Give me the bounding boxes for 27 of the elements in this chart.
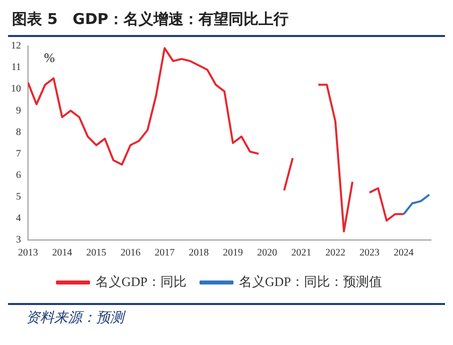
x-tick-label: 2022 <box>325 248 346 259</box>
x-tick-label: 2014 <box>52 248 72 259</box>
legend-label: 名义GDP：同比：预测值 <box>239 274 382 289</box>
y-tick-label: 10 <box>11 84 21 95</box>
y-tick-label: 11 <box>11 62 21 74</box>
y-tick-label: 7 <box>16 148 21 160</box>
x-tick-label: 2017 <box>154 248 175 259</box>
x-tick-label: 2016 <box>120 248 140 259</box>
y-tick-label: 6 <box>16 170 21 181</box>
y-tick-label: 3 <box>16 234 21 246</box>
y-tick-label: 12 <box>11 40 21 52</box>
legend-label: 名义GDP：同比 <box>95 274 187 289</box>
x-tick-label: 2023 <box>360 248 380 259</box>
chart-title: 图表 5 GDP：名义增速：有望同比上行 <box>8 8 445 37</box>
text: 资料来源：预测 <box>26 310 127 327</box>
x-tick-label: 2024 <box>394 248 414 259</box>
y-tick-label: 4 <box>16 213 21 224</box>
x-tick-label: 2013 <box>18 248 38 259</box>
x-tick-label: 2019 <box>222 248 243 259</box>
x-tick-label: 2020 <box>257 248 278 259</box>
x-tick-label: 2018 <box>188 248 209 259</box>
x-tick-label: 2021 <box>291 248 312 259</box>
y-tick-label: 9 <box>16 105 21 116</box>
y-tick-label: 8 <box>16 126 21 138</box>
x-tick-label: 2015 <box>86 248 106 259</box>
y-tick-label: 5 <box>16 192 21 203</box>
y-axis-title: % <box>44 50 55 65</box>
